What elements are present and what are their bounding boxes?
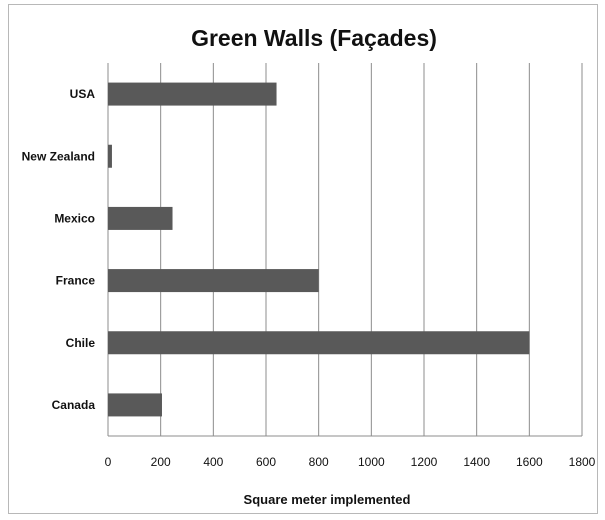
bar: [108, 331, 530, 355]
bar: [108, 393, 162, 417]
x-tick-label: 800: [309, 455, 329, 469]
grid-lines: [107, 63, 583, 437]
bars: [108, 82, 530, 417]
x-tick-label: 1400: [463, 455, 490, 469]
category-labels: USA New Zealand Mexico France Chile Canada: [22, 87, 96, 412]
category-label: New Zealand: [22, 149, 95, 163]
x-tick-label: 1600: [516, 455, 543, 469]
x-tick-label: 1000: [358, 455, 385, 469]
x-tick-label: 600: [256, 455, 276, 469]
category-label: Canada: [52, 398, 96, 412]
category-label: France: [56, 274, 96, 288]
bar: [108, 144, 112, 168]
x-tick-labels: 0 200 400 600 800 1000 1200 1400 1600 1800: [105, 455, 596, 469]
x-tick-label: 200: [151, 455, 171, 469]
x-tick-label: 1800: [569, 455, 596, 469]
category-label: Chile: [66, 336, 96, 350]
chart-title: Green Walls (Façades): [191, 25, 437, 51]
bar: [108, 269, 319, 293]
x-axis-label: Square meter implemented: [244, 492, 411, 507]
bar: [108, 82, 277, 106]
bar-chart: Green Walls (Façades) USA New Zealand Mexi…: [22, 25, 596, 507]
x-tick-label: 1200: [411, 455, 438, 469]
bar: [108, 206, 173, 230]
chart-frame: Green Walls (Façades) USA New Zealand Mexi…: [8, 4, 598, 514]
category-label: Mexico: [54, 211, 95, 225]
x-tick-label: 400: [203, 455, 223, 469]
category-label: USA: [70, 87, 96, 101]
x-tick-label: 0: [105, 455, 112, 469]
